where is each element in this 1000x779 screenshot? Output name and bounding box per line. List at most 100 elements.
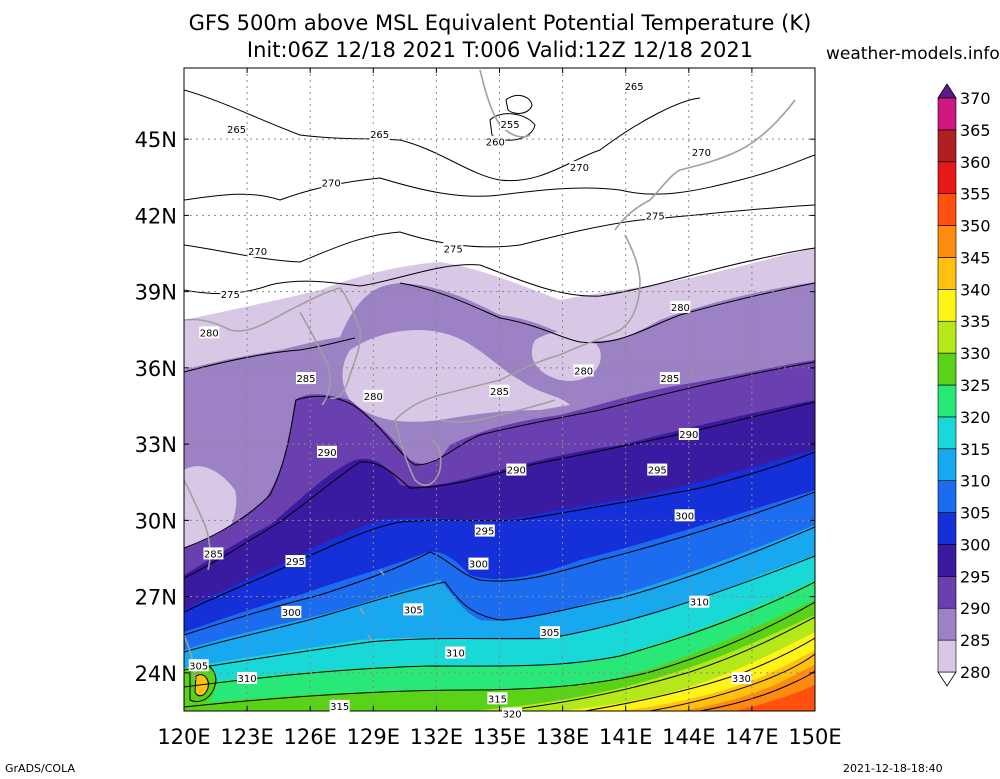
contour-label-bg bbox=[678, 427, 699, 440]
colorbar-label: 320 bbox=[960, 408, 991, 427]
site-name: weather-models.info bbox=[826, 44, 1000, 64]
contour-label: 285 bbox=[660, 374, 679, 385]
contour-label-bg bbox=[203, 547, 224, 560]
contour-label: 305 bbox=[189, 661, 208, 672]
contour-label: 285 bbox=[490, 387, 509, 398]
colorbar-label: 370 bbox=[960, 89, 991, 108]
contour-label-bg bbox=[295, 372, 316, 385]
contour-label-bg bbox=[659, 372, 680, 385]
contour-label: 270 bbox=[248, 247, 267, 258]
lon-label: 129E bbox=[347, 725, 400, 749]
lon-label: 123E bbox=[220, 725, 273, 749]
contour-label: 330 bbox=[732, 674, 751, 685]
contour-label-bg bbox=[317, 445, 338, 458]
lat-label: 24N bbox=[135, 662, 177, 686]
colorbar-label: 340 bbox=[960, 280, 991, 299]
lon-label: 120E bbox=[157, 725, 210, 749]
contour-label-bg bbox=[443, 242, 464, 255]
contour-label: 280 bbox=[200, 328, 219, 339]
colorbar-label: 325 bbox=[960, 376, 991, 395]
contour-label-bg bbox=[321, 176, 342, 189]
colorbar-segment bbox=[937, 576, 957, 609]
lon-label: 138E bbox=[536, 725, 589, 749]
colorbar-label: 360 bbox=[960, 153, 991, 172]
contour-label: 275 bbox=[646, 211, 665, 222]
contour-label: 300 bbox=[675, 511, 694, 522]
contour-label: 290 bbox=[317, 448, 336, 459]
contour-label: 285 bbox=[204, 549, 223, 560]
contour-label: 280 bbox=[671, 303, 690, 314]
colorbar-segment bbox=[937, 257, 957, 290]
contour-label-bg bbox=[226, 122, 247, 135]
contour-label: 310 bbox=[690, 598, 709, 609]
colorbar-top-arrow bbox=[937, 83, 957, 99]
lat-label: 39N bbox=[135, 281, 177, 305]
colorbar-label: 350 bbox=[960, 217, 991, 236]
contour-label-bg bbox=[691, 145, 712, 158]
contour-label-bg bbox=[487, 692, 508, 705]
contour-label-bg bbox=[645, 209, 666, 222]
lon-label: 126E bbox=[284, 725, 337, 749]
longitude-labels: 120E 123E 126E 129E 132E 135E 138E 141E 144E 147E… bbox=[157, 725, 841, 749]
contour-label-bg bbox=[624, 79, 645, 92]
colorbar-label: 300 bbox=[960, 535, 991, 554]
contour-label: 295 bbox=[648, 466, 667, 477]
contour-label: 290 bbox=[507, 466, 526, 477]
colorbar-segment bbox=[937, 225, 957, 258]
colorbar-segment bbox=[937, 161, 957, 194]
contour-label: 265 bbox=[625, 82, 644, 93]
colorbar-segment bbox=[937, 448, 957, 481]
contour-label-bg bbox=[506, 463, 527, 476]
contour-label-bg bbox=[670, 300, 691, 313]
contour-label: 315 bbox=[488, 694, 507, 705]
colorbar-segment bbox=[937, 384, 957, 418]
contour-label-bg bbox=[445, 646, 466, 659]
colorbar-label: 295 bbox=[960, 567, 991, 586]
colorbar-segment bbox=[937, 639, 957, 673]
contour-label-bg bbox=[285, 555, 306, 568]
contour-label: 285 bbox=[296, 374, 315, 385]
map-field bbox=[184, 68, 815, 711]
lon-label: 141E bbox=[599, 725, 652, 749]
colorbar: 280 285 290 295 300 305 310 315 320 325 330 335 340 3… bbox=[937, 83, 991, 687]
contour-label-bg bbox=[489, 384, 510, 397]
contour-label: 260 bbox=[486, 138, 505, 149]
contour-label: 305 bbox=[540, 628, 559, 639]
colorbar-segment bbox=[937, 512, 957, 545]
contour-label-bg bbox=[468, 557, 489, 570]
contour-label-bg bbox=[363, 389, 384, 402]
contour-label-bg bbox=[188, 659, 209, 672]
contour-label-bg bbox=[281, 605, 302, 618]
contour-label: 310 bbox=[446, 649, 465, 660]
footer-timestamp: 2021-12-18-18:40 bbox=[843, 762, 943, 775]
contour-label-bg bbox=[569, 161, 590, 174]
lat-label: 30N bbox=[135, 509, 177, 533]
contour-label: 290 bbox=[679, 430, 698, 441]
footer-credit: GrADS/COLA bbox=[5, 762, 75, 775]
colorbar-bottom-arrow bbox=[937, 671, 957, 687]
colorbar-label: 315 bbox=[960, 440, 991, 459]
contour-labels: 265 265 255 260 265 270 270 270 275 270 275 275 280 2… bbox=[188, 79, 752, 721]
colorbar-segment bbox=[937, 416, 957, 450]
contour-label-bg bbox=[674, 509, 695, 522]
contour-label-bg bbox=[369, 128, 390, 141]
colorbar-segment bbox=[937, 352, 957, 386]
latitude-labels: 24N 27N 30N 33N 36N 39N 42N 45N bbox=[135, 128, 177, 686]
contour-label: 265 bbox=[227, 125, 246, 136]
lon-label: 150E bbox=[788, 725, 841, 749]
contour-label: 280 bbox=[364, 392, 383, 403]
contour-label-bg bbox=[329, 699, 350, 712]
map-title: GFS 500m above MSL Equivalent Potential … bbox=[188, 11, 812, 35]
colorbar-label: 365 bbox=[960, 121, 991, 140]
contour-label: 265 bbox=[370, 130, 389, 141]
contour-label: 300 bbox=[282, 608, 301, 619]
contour-label: 255 bbox=[500, 120, 519, 131]
lon-label: 135E bbox=[473, 725, 526, 749]
contour-label-bg bbox=[731, 671, 752, 684]
lat-label: 45N bbox=[135, 128, 177, 152]
contour-label-bg bbox=[247, 244, 268, 257]
lat-label: 33N bbox=[135, 433, 177, 457]
lon-label: 147E bbox=[725, 725, 778, 749]
contour-label: 280 bbox=[574, 366, 593, 377]
